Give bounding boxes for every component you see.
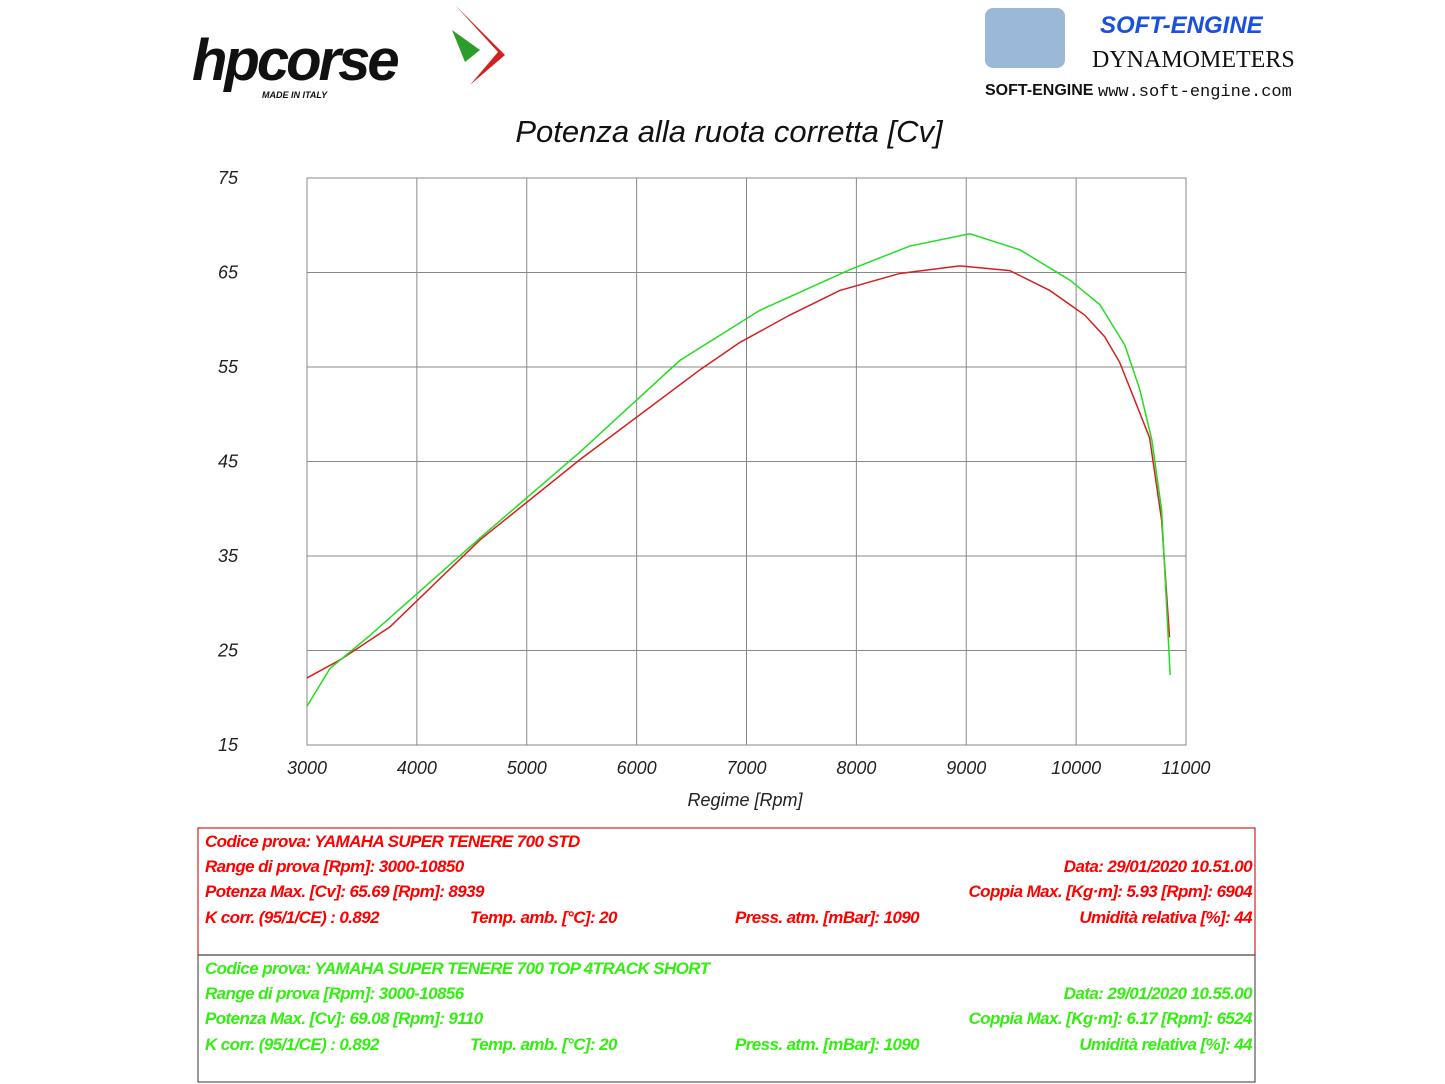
brand-tagline: MADE IN ITALY — [262, 90, 328, 100]
y-tick-label: 55 — [218, 357, 239, 377]
y-tick-label: 45 — [218, 452, 239, 472]
chart-title: Potenza alla ruota corretta [Cv] — [515, 114, 944, 149]
info-text: Range di prova [Rpm]: 3000-10850 — [205, 857, 465, 876]
x-tick-label: 4000 — [397, 758, 437, 778]
dyno-icon — [985, 8, 1065, 68]
info-text: Umidità relativa [%]: 44 — [1079, 908, 1253, 927]
y-tick-label: 15 — [218, 735, 239, 755]
x-tick-label: 8000 — [836, 758, 876, 778]
dyno-url: www.soft-engine.com — [1098, 83, 1292, 102]
brand-logo: hpcorse — [192, 28, 398, 93]
info-text: Potenza Max. [Cv]: 65.69 [Rpm]: 8939 — [205, 882, 485, 901]
x-axis-label: Regime [Rpm] — [687, 790, 803, 810]
x-tick-label: 6000 — [617, 758, 657, 778]
info-text: Codice prova: YAMAHA SUPER TENERE 700 TO… — [205, 959, 712, 978]
x-tick-label: 9000 — [946, 758, 986, 778]
y-tick-label: 25 — [217, 641, 239, 661]
x-tick-label: 3000 — [287, 758, 327, 778]
info-text: Umidità relativa [%]: 44 — [1079, 1035, 1253, 1054]
power-curve — [306, 265, 1171, 679]
y-tick-label: 65 — [218, 263, 239, 283]
info-text: Press. atm. [mBar]: 1090 — [735, 1035, 920, 1054]
info-text: Potenza Max. [Cv]: 69.08 [Rpm]: 9110 — [205, 1009, 484, 1028]
x-tick-label: 10000 — [1051, 758, 1101, 778]
info-text: K corr. (95/1/CE) : 0.892 — [205, 1035, 380, 1054]
info-text: K corr. (95/1/CE) : 0.892 — [205, 908, 380, 927]
info-text: Data: 29/01/2020 10.51.00 — [1064, 857, 1253, 876]
x-tick-label: 5000 — [507, 758, 547, 778]
info-text: Press. atm. [mBar]: 1090 — [735, 908, 920, 927]
x-tick-label: 7000 — [726, 758, 766, 778]
info-text: Data: 29/01/2020 10.55.00 — [1064, 984, 1253, 1003]
y-tick-label: 35 — [218, 546, 239, 566]
info-text: Coppia Max. [Kg·m]: 5.93 [Rpm]: 6904 — [968, 882, 1253, 901]
info-text: Coppia Max. [Kg·m]: 6.17 [Rpm]: 6524 — [968, 1009, 1253, 1028]
info-box — [197, 954, 1256, 1083]
info-text: Temp. amb. [°C]: 20 — [470, 908, 618, 927]
power-curve — [306, 232, 1171, 707]
dyno-mark: SOFT-ENGINE — [985, 82, 1094, 99]
brand-swoosh-green — [452, 30, 480, 62]
info-text: Temp. amb. [°C]: 20 — [470, 1035, 618, 1054]
dyno-name: SOFT-ENGINE — [1100, 12, 1264, 39]
x-tick-label: 11000 — [1162, 758, 1211, 778]
dyno-subtitle: DYNAMOMETERS — [1092, 47, 1295, 73]
brand-swoosh — [455, 5, 505, 85]
info-text: Range di prova [Rpm]: 3000-10856 — [205, 984, 465, 1003]
info-text: Codice prova: YAMAHA SUPER TENERE 700 ST… — [205, 832, 580, 851]
y-tick-label: 75 — [218, 168, 239, 188]
